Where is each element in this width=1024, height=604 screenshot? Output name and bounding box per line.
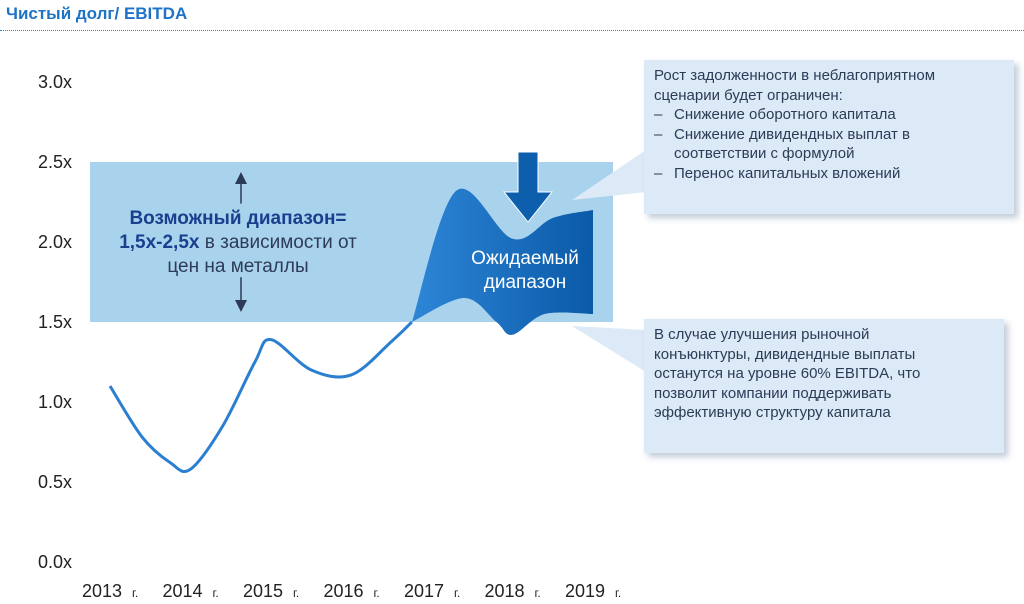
y-tick-label: 1.0x: [38, 392, 72, 412]
title-divider: [0, 30, 1024, 31]
improvement-scenario-note: В случае улучшения рыночной конъюнктуры,…: [644, 319, 1004, 453]
x-tick-label: 2014: [162, 581, 202, 601]
x-tick-label: 2019: [565, 581, 605, 601]
expected-range-label: Ожидаемый диапазон: [440, 247, 610, 295]
down-arrow-icon: [502, 151, 554, 223]
x-tick-suffix: г.: [374, 586, 380, 600]
x-tick-suffix: г.: [213, 586, 219, 600]
possible-range-rest-2: цен на металлы: [167, 256, 309, 277]
y-tick-label: 2.5x: [38, 152, 72, 172]
x-tick-suffix: г.: [293, 586, 299, 600]
note-line: В случае улучшения рыночной: [654, 326, 870, 343]
note-bullet: Снижение оборотного капитала: [654, 105, 1004, 125]
x-tick-suffix: г.: [454, 586, 460, 600]
expected-range-area: [411, 188, 593, 335]
note-line: останутся на уровне 60% EBITDA, что: [654, 365, 921, 382]
y-tick-label: 0.0x: [38, 552, 72, 572]
y-tick-label: 2.0x: [38, 232, 72, 252]
note-line: Рост задолженности в неблагоприятном: [654, 67, 936, 84]
x-tick-label: 2013: [82, 581, 122, 601]
chart-title: Чистый долг/ EBITDA: [6, 4, 188, 23]
x-tick-suffix: г.: [132, 586, 138, 600]
note-bullet-list: Снижение оборотного капитала Снижение ди…: [654, 105, 1004, 183]
possible-range-bold-1: Возможный диапазон=: [129, 208, 347, 229]
possible-range-bold-2: 1,5x-2,5x: [119, 232, 200, 253]
adverse-scenario-note: Рост задолженности в неблагоприятном сце…: [644, 60, 1014, 214]
x-tick-label: 2017: [404, 581, 444, 601]
expected-range-line-1: Ожидаемый: [471, 248, 579, 269]
x-tick-label: 2015: [243, 581, 283, 601]
possible-range-rest-1: в зависимости от: [199, 232, 357, 253]
y-tick-label: 3.0x: [38, 72, 72, 92]
note-line: конъюнктуры, дивидендные выплаты: [654, 345, 916, 363]
y-tick-label: 1.5x: [38, 312, 72, 332]
note-bullet: Снижение дивидендных выплат в соответств…: [654, 125, 1004, 164]
y-tick-label: 0.5x: [38, 472, 72, 492]
x-tick-suffix: г.: [535, 586, 541, 600]
note-line: сценарии будет ограничен:: [654, 86, 843, 104]
net-debt-ebitda-line: [108, 320, 413, 474]
x-tick-suffix: г.: [615, 586, 621, 600]
possible-range-label: Возможный диапазон= 1,5x-2,5x в зависимо…: [88, 207, 388, 279]
expected-range-line-2: диапазон: [483, 272, 567, 293]
callout-pointer-bottom: [572, 326, 646, 372]
callout-pointer-top: [572, 150, 646, 200]
note-line: позволит компании поддерживать: [654, 384, 892, 402]
x-tick-label: 2018: [484, 581, 524, 601]
note-bullet: Перенос капитальных вложений: [654, 164, 1004, 184]
x-tick-label: 2016: [323, 581, 363, 601]
note-line: эффективную структуру капитала: [654, 404, 891, 421]
